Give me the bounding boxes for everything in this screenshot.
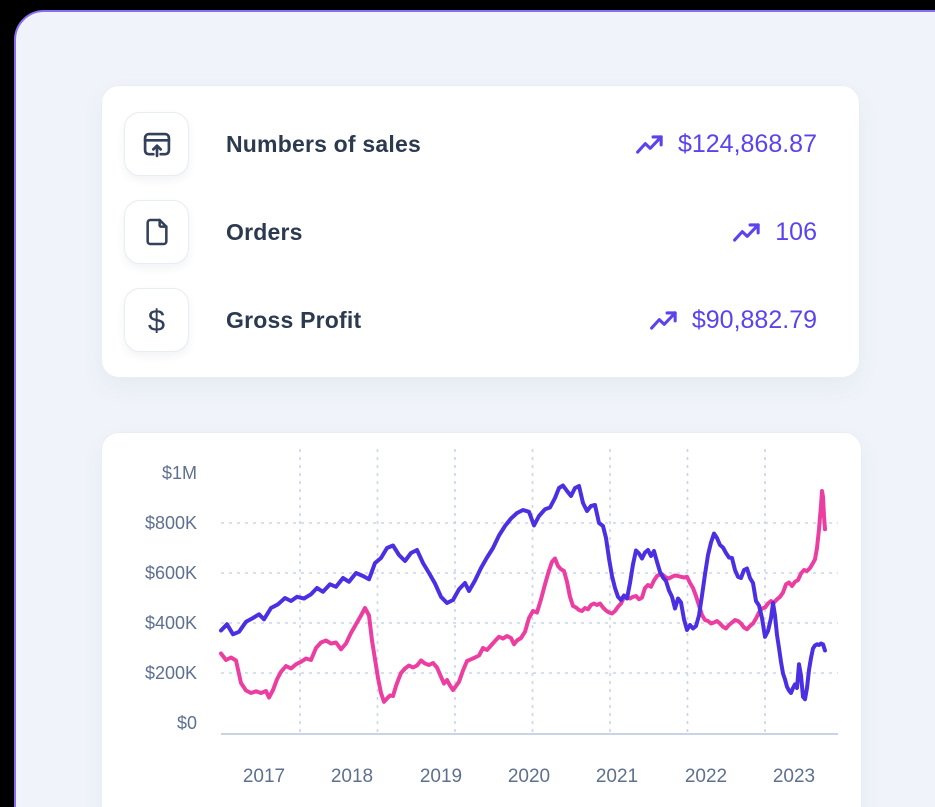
file-icon — [124, 200, 189, 264]
series-pink — [219, 489, 827, 704]
stat-right: $124,868.87 — [635, 130, 817, 159]
svg-text:$0: $0 — [177, 713, 197, 733]
svg-text:$600K: $600K — [145, 563, 197, 583]
trending-up-icon — [636, 135, 663, 154]
svg-text:2021: 2021 — [596, 766, 638, 787]
stat-row-orders: Orders 106 — [102, 188, 859, 276]
stat-value: $90,882.79 — [691, 305, 817, 334]
series-blue — [219, 483, 827, 702]
stat-label: Numbers of sales — [226, 130, 421, 157]
stat-label: Orders — [226, 218, 303, 245]
stat-right: $90,882.79 — [649, 306, 817, 335]
svg-text:2022: 2022 — [685, 766, 727, 787]
card-upload-icon — [124, 112, 189, 176]
svg-text:2023: 2023 — [773, 766, 815, 787]
dollar-icon: $ — [124, 288, 189, 352]
stat-row-numbers-of-sales: Numbers of sales $124,868.87 — [102, 100, 859, 188]
stat-right: 106 — [732, 218, 817, 247]
stats-card: Numbers of sales $124,868.87 Orders — [101, 85, 860, 378]
svg-text:2018: 2018 — [331, 766, 373, 787]
svg-text:2020: 2020 — [508, 766, 550, 787]
line-chart: $0 $200K $400K $600K $800K $1M 2017 2018 2019 202… — [145, 449, 838, 787]
stat-value: 106 — [775, 217, 817, 246]
svg-text:$1M: $1M — [162, 463, 197, 483]
trending-up-icon — [649, 311, 677, 330]
trending-up-icon — [733, 223, 760, 242]
stat-value: $124,868.87 — [677, 129, 817, 158]
svg-text:2017: 2017 — [243, 766, 285, 787]
svg-text:$200K: $200K — [145, 663, 197, 683]
stat-label: Gross Profit — [226, 306, 362, 333]
stat-row-gross-profit: $ Gross Profit $90,882.79 — [102, 276, 859, 364]
chart-card: $0 $200K $400K $600K $800K $1M 2017 2018 2019 202… — [101, 432, 862, 807]
svg-text:2019: 2019 — [420, 766, 462, 787]
svg-text:$400K: $400K — [145, 613, 197, 633]
svg-text:$800K: $800K — [145, 513, 197, 533]
